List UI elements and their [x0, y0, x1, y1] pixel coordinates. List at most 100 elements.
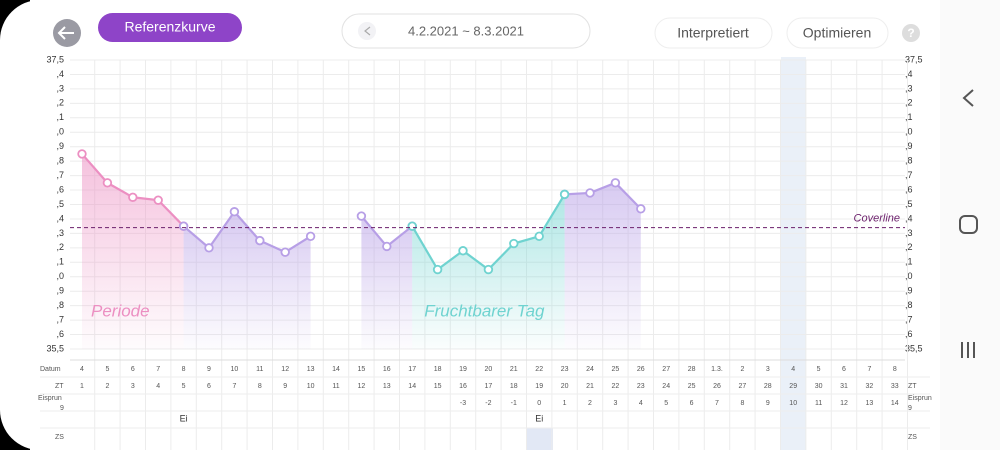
nav-back[interactable] — [962, 89, 974, 107]
y-tick-label: ,4 — [56, 69, 64, 79]
cycle-day: 13 — [383, 383, 391, 390]
help-label: ? — [907, 26, 914, 40]
x-tick-label: 26 — [637, 366, 645, 373]
y-tick-label-right: ,1 — [905, 257, 913, 267]
cycle-day: 25 — [688, 383, 696, 390]
x-tick-label: 13 — [307, 366, 315, 373]
point — [458, 246, 468, 256]
x-tick-label: 25 — [612, 366, 620, 373]
cycle-day: 8 — [258, 383, 262, 390]
area — [183, 211, 311, 349]
row-label: Eisprun — [38, 395, 62, 402]
point — [204, 243, 214, 253]
cycle-day: 7 — [232, 383, 236, 390]
row-label-right: ZT — [908, 383, 917, 390]
back-arrow — [57, 26, 74, 40]
cycle-day: 22 — [612, 383, 620, 390]
coverline-label: Coverline — [854, 213, 900, 225]
y-tick-label: ,1 — [56, 112, 64, 122]
y-tick-label: ,1 — [56, 257, 64, 267]
y-tick-label: ,3 — [56, 83, 64, 93]
cycle-day: 33 — [891, 383, 899, 390]
x-tick-label: 28 — [688, 366, 696, 373]
x-tick-label: 18 — [434, 366, 442, 373]
nav-recent[interactable] — [961, 342, 975, 358]
y-tick-label: ,7 — [56, 170, 64, 180]
reference-button[interactable] — [98, 13, 242, 42]
ovulation-day: 6 — [690, 400, 694, 407]
cycle-day: 21 — [586, 383, 594, 390]
x-tick-label: 22 — [535, 366, 543, 373]
row-label-right: Eisprun — [908, 395, 932, 402]
x-tick-label: 19 — [459, 366, 467, 373]
x-tick-label: 7 — [156, 366, 160, 373]
ovulation-day: 5 — [664, 400, 668, 407]
interpreted-label: Interpretiert — [677, 25, 749, 41]
x-tick-label: 17 — [408, 366, 416, 373]
cycle-day: 17 — [485, 383, 493, 390]
point — [178, 221, 189, 231]
ovulation-day: 11 — [815, 400, 822, 407]
y-tick-label-right: ,8 — [905, 156, 913, 166]
phase-label: Periode — [91, 301, 150, 320]
y-tick-label-right: ,2 — [905, 242, 913, 252]
row-label: ZT — [55, 383, 64, 390]
ovulation-day: 9 — [766, 400, 770, 407]
x-tick-label: 14 — [332, 366, 340, 373]
y-tick-label-right: ,5 — [905, 199, 913, 209]
y-tick-label-right: ,8 — [905, 300, 913, 310]
cycle-day: 6 — [207, 383, 211, 390]
x-tick-label: 23 — [561, 366, 569, 373]
interpreted-button[interactable] — [654, 17, 773, 49]
row-label: Datum — [40, 366, 61, 373]
y-tick-label-right: ,9 — [905, 141, 913, 151]
y-tick-label: ,2 — [56, 98, 64, 108]
x-tick-label: 4 — [80, 366, 84, 373]
ovulation-day: 12 — [840, 400, 848, 407]
cycle-day: 3 — [131, 383, 135, 390]
point — [509, 238, 519, 249]
ovulation-day: 14 — [891, 400, 899, 407]
cycle-day: 14 — [408, 383, 416, 390]
point — [483, 264, 494, 275]
date-box[interactable] — [341, 13, 591, 49]
cycle-day: 30 — [815, 383, 823, 390]
ovulation-day: 1 — [563, 400, 567, 407]
point — [382, 241, 392, 252]
y-tick-label: ,6 — [56, 184, 64, 194]
y-tick-label-right: 35,5 — [905, 343, 923, 353]
area — [564, 182, 641, 349]
point — [153, 195, 163, 205]
point — [559, 189, 570, 200]
y-tick-label-right: ,6 — [905, 184, 913, 194]
y-tick-label: ,5 — [56, 199, 64, 209]
nav-bar — [940, 0, 1000, 450]
point — [534, 231, 544, 241]
point — [102, 178, 113, 188]
x-tick-label: 8 — [893, 366, 897, 373]
point — [636, 204, 646, 214]
y-tick-label-right: ,6 — [905, 329, 913, 339]
help-button[interactable] — [902, 24, 920, 42]
point — [128, 192, 138, 202]
y-tick-label: ,9 — [56, 141, 64, 151]
y-tick-label: ,0 — [56, 127, 64, 137]
optimize-button[interactable] — [786, 17, 889, 49]
cycle-day: 28 — [764, 383, 772, 390]
ovulation-day: -3 — [460, 400, 466, 407]
x-tick-label: 1.3. — [711, 366, 723, 373]
cycle-day: 24 — [662, 383, 670, 390]
nav-home[interactable] — [959, 215, 978, 234]
point — [356, 211, 367, 221]
y-tick-label: ,0 — [56, 271, 64, 281]
x-tick-label: 16 — [383, 366, 391, 373]
x-tick-label: 11 — [256, 366, 263, 373]
x-tick-label: 15 — [358, 366, 366, 373]
x-tick-label: 6 — [842, 366, 846, 373]
cycle-day: 11 — [332, 383, 339, 390]
cycle-day: 1 — [80, 383, 84, 390]
point — [255, 235, 265, 246]
y-tick-label-right: ,3 — [905, 228, 913, 238]
cycle-day: 15 — [434, 383, 442, 390]
